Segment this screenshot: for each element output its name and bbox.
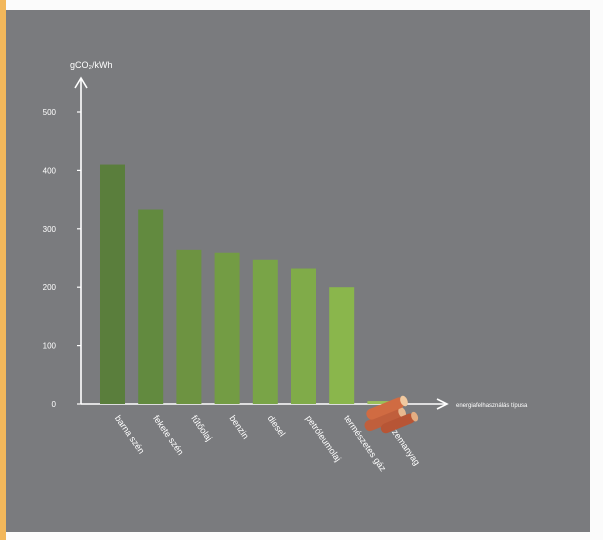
category-label: benzin <box>227 413 250 440</box>
bar <box>291 268 316 404</box>
y-tick-label: 200 <box>43 283 57 292</box>
category-label: petróleumolaj <box>304 413 343 463</box>
bar <box>329 287 355 404</box>
left-accent-stripe <box>0 0 6 540</box>
y-axis-arrow-icon <box>74 76 88 89</box>
category-label: diesel <box>266 413 288 438</box>
bar <box>176 249 202 404</box>
bar <box>367 401 393 404</box>
y-tick-label: 500 <box>43 108 57 117</box>
y-ticks: 0 100 200 300 400 500 <box>43 108 81 409</box>
bar <box>100 164 125 404</box>
bar <box>252 259 278 404</box>
firewood-icon <box>364 395 419 434</box>
y-tick-label: 400 <box>43 166 57 175</box>
x-axis-label: energiafelhasználás típusa <box>456 403 528 409</box>
x-axis-arrow-icon <box>436 398 449 410</box>
category-label: fűtőolaj <box>189 413 214 443</box>
bars <box>100 164 393 404</box>
y-tick-label: 100 <box>43 342 57 351</box>
category-label: barna szén <box>113 413 147 455</box>
y-tick-label: 0 <box>52 400 57 409</box>
y-tick-label: 300 <box>43 225 57 234</box>
category-label: fekete szén <box>151 413 186 456</box>
bar <box>214 252 240 404</box>
y-axis-label: gCO₂/kWh <box>70 60 113 70</box>
bar <box>138 209 164 404</box>
